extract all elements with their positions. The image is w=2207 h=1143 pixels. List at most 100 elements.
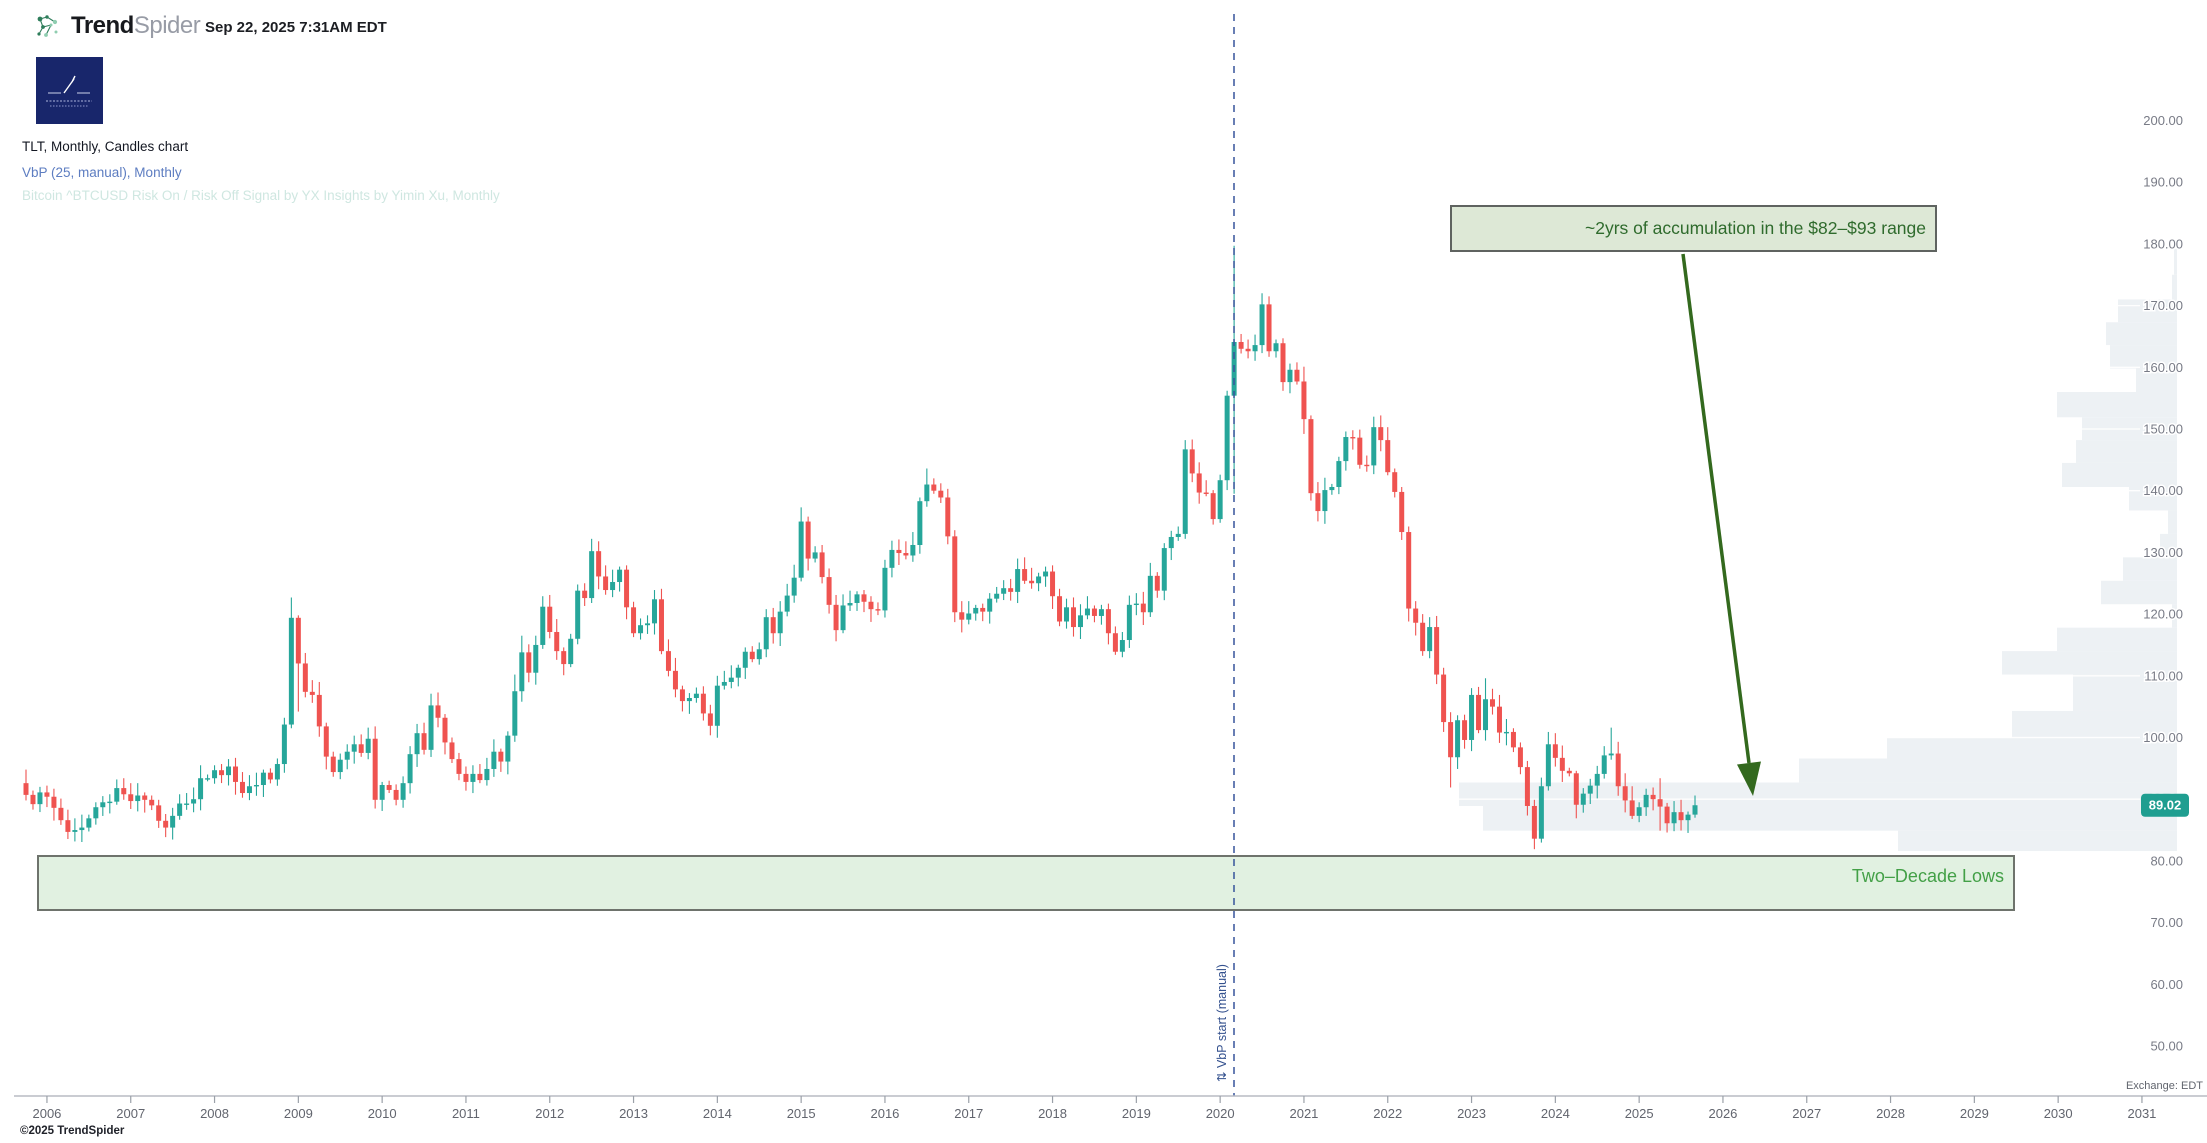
candle-body bbox=[267, 772, 273, 780]
vbp-volume-bar bbox=[2057, 391, 2177, 418]
accumulation-annotation-box[interactable]: ~2yrs of accumulation in the $82–$93 ran… bbox=[1450, 205, 1937, 252]
candle-body bbox=[393, 789, 399, 800]
vbp-volume-bar bbox=[2062, 462, 2177, 487]
candle-body bbox=[812, 552, 818, 559]
candle-body bbox=[205, 778, 211, 780]
candle-body bbox=[1615, 753, 1621, 787]
candle-body bbox=[1273, 343, 1279, 352]
candle-body bbox=[854, 594, 860, 603]
candle-body bbox=[58, 807, 64, 821]
exchange-timezone-label: Exchange: EDT bbox=[2125, 1080, 2203, 1092]
candle-body bbox=[37, 792, 43, 805]
chart-timestamp: Sep 22, 2025 7:31AM EDT bbox=[205, 19, 387, 36]
candle-body bbox=[1434, 627, 1440, 675]
candle-body bbox=[847, 602, 853, 606]
candle-body bbox=[344, 751, 350, 760]
candle-body bbox=[896, 549, 902, 554]
candle-body bbox=[784, 595, 790, 612]
candle-body bbox=[596, 551, 602, 577]
two-decade-lows-label: Two–Decade Lows bbox=[1852, 866, 2004, 886]
candle-body bbox=[582, 590, 588, 599]
candle-body bbox=[351, 744, 357, 752]
candle-body bbox=[274, 764, 280, 780]
year-label: 2011 bbox=[452, 1106, 480, 1121]
candle-body bbox=[1154, 575, 1160, 591]
candle-body bbox=[554, 631, 560, 652]
candle-body bbox=[966, 613, 972, 620]
candle-body bbox=[686, 698, 692, 702]
candle-body bbox=[219, 770, 225, 776]
candle-body bbox=[442, 717, 448, 743]
candle-body bbox=[1559, 757, 1565, 771]
candle-body bbox=[617, 569, 623, 583]
vbp-volume-bar bbox=[2174, 248, 2177, 275]
candle-body bbox=[435, 705, 441, 718]
candle-body bbox=[253, 785, 259, 787]
candle-body bbox=[107, 801, 113, 804]
vbp-volume-bar bbox=[2123, 557, 2177, 581]
year-label: 2026 bbox=[1708, 1106, 1737, 1121]
vbp-volume-bar bbox=[2057, 627, 2177, 652]
price-label: 100.00 bbox=[2143, 730, 2183, 745]
indicator-faded-label[interactable]: Bitcoin ^BTCUSD Risk On / Risk Off Signa… bbox=[22, 188, 500, 203]
vbp-volume-bar bbox=[2136, 368, 2177, 392]
candle-body bbox=[540, 606, 546, 645]
candle-body bbox=[400, 783, 406, 800]
candle-body bbox=[386, 785, 392, 790]
candle-body bbox=[1524, 767, 1530, 806]
candle-body bbox=[1503, 731, 1509, 734]
candle-body bbox=[477, 773, 483, 781]
candle-body bbox=[624, 569, 630, 608]
year-label: 2021 bbox=[1289, 1106, 1318, 1121]
price-label: 190.00 bbox=[2143, 175, 2183, 190]
candle-body bbox=[1070, 607, 1076, 628]
candle-body bbox=[449, 742, 455, 760]
year-label: 2024 bbox=[1541, 1106, 1570, 1121]
candle-body bbox=[1629, 800, 1635, 816]
candle-body bbox=[512, 691, 518, 736]
year-label: 2013 bbox=[619, 1106, 648, 1121]
candle-body bbox=[1266, 304, 1272, 352]
vbp-volume-bar bbox=[2129, 486, 2177, 511]
candle-body bbox=[749, 651, 755, 660]
year-label: 2031 bbox=[2127, 1106, 2156, 1121]
candle-body bbox=[337, 759, 343, 773]
candle-body bbox=[1175, 533, 1181, 537]
candle-body bbox=[421, 733, 427, 750]
candle-body bbox=[1315, 493, 1321, 512]
candle-body bbox=[1294, 369, 1300, 382]
vbp-volume-bar bbox=[1799, 758, 2177, 783]
candle-body bbox=[1064, 607, 1070, 622]
candle-body bbox=[1420, 622, 1426, 652]
candle-body bbox=[1601, 755, 1607, 774]
indicator-vbp-label[interactable]: VbP (25, manual), Monthly bbox=[22, 165, 182, 180]
candle-body bbox=[1252, 345, 1258, 352]
price-label: 70.00 bbox=[2150, 915, 2183, 930]
candle-body bbox=[177, 803, 183, 816]
candle-body bbox=[163, 820, 169, 828]
candle-body bbox=[1517, 747, 1523, 768]
price-label: 160.00 bbox=[2143, 360, 2183, 375]
accumulation-arrow-head bbox=[1737, 761, 1761, 796]
candle-body bbox=[631, 607, 637, 634]
candle-body bbox=[170, 815, 176, 828]
candle-body bbox=[603, 576, 609, 591]
candle-body bbox=[1050, 571, 1056, 597]
candle-body bbox=[910, 544, 916, 556]
vbp-volume-bar bbox=[2160, 533, 2177, 558]
candle-body bbox=[121, 788, 127, 795]
candle-body bbox=[1147, 575, 1153, 613]
candle-body bbox=[645, 623, 651, 626]
candle-body bbox=[1392, 472, 1398, 492]
candle-body bbox=[1378, 427, 1384, 441]
year-label: 2027 bbox=[1792, 1106, 1821, 1121]
price-label: 170.00 bbox=[2143, 298, 2183, 313]
two-decade-lows-box[interactable] bbox=[37, 855, 2015, 911]
candle-body bbox=[1196, 473, 1202, 493]
trendspider-wordmark: TrendSpider bbox=[71, 12, 201, 40]
candle-body bbox=[1643, 794, 1649, 808]
vbp-volume-bar bbox=[2002, 651, 2177, 675]
candle-body bbox=[1217, 480, 1223, 520]
candle-body bbox=[1161, 548, 1167, 591]
